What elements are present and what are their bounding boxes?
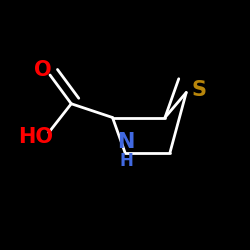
Text: HO: HO bbox=[18, 127, 53, 147]
Text: S: S bbox=[191, 80, 206, 100]
Text: N: N bbox=[118, 132, 135, 152]
Text: H: H bbox=[119, 152, 133, 170]
Text: O: O bbox=[34, 60, 51, 80]
